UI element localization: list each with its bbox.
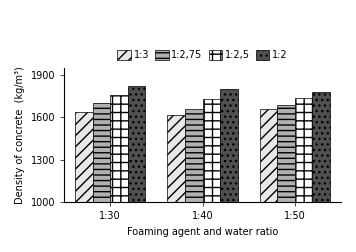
X-axis label: Foaming agent and water ratio: Foaming agent and water ratio [127, 227, 278, 237]
Legend: 1:3, 1:2,75, 1:2,5, 1:2: 1:3, 1:2,75, 1:2,5, 1:2 [115, 48, 290, 62]
Bar [220, 89, 237, 202]
Bar [203, 99, 220, 202]
Bar [260, 109, 277, 202]
Bar [93, 103, 110, 202]
Bar [312, 92, 330, 202]
Bar [167, 114, 185, 202]
Bar [185, 109, 203, 202]
Bar [75, 112, 93, 202]
Bar [277, 105, 295, 202]
Y-axis label: Density of concrete  (kg/m³): Density of concrete (kg/m³) [15, 66, 25, 204]
Bar [128, 86, 145, 202]
Bar [295, 98, 312, 202]
Bar [110, 95, 128, 202]
